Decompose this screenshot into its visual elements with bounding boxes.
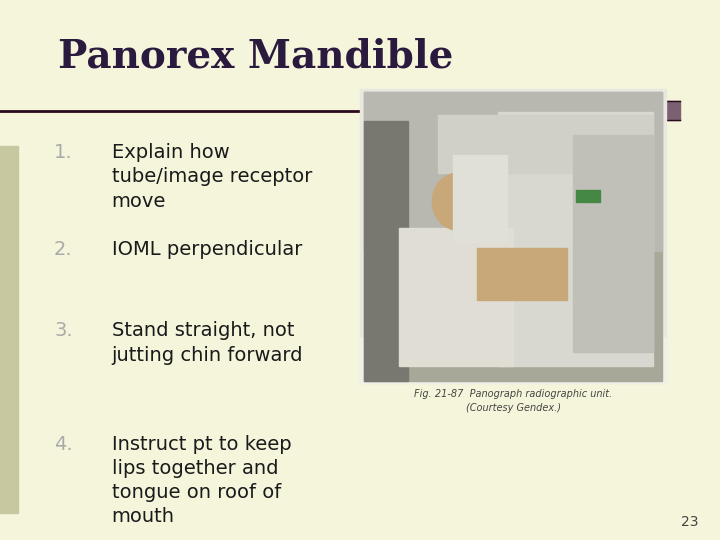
- Bar: [360, 338, 666, 383]
- Text: 3.: 3.: [54, 321, 73, 340]
- Bar: [403, 101, 680, 120]
- Text: Panorex Mandible: Panorex Mandible: [58, 38, 453, 76]
- Text: 1.: 1.: [54, 143, 73, 162]
- Bar: [364, 92, 662, 381]
- Bar: [477, 248, 567, 300]
- Text: 23: 23: [681, 515, 698, 529]
- Text: 2.: 2.: [54, 240, 73, 259]
- Text: 4.: 4.: [54, 435, 73, 454]
- Bar: [364, 92, 662, 251]
- Bar: [364, 121, 408, 381]
- Bar: [454, 156, 507, 242]
- Bar: [573, 135, 654, 352]
- Text: (Courtesy Gendex.): (Courtesy Gendex.): [466, 403, 560, 414]
- Text: Instruct pt to keep
lips together and
tongue on roof of
mouth: Instruct pt to keep lips together and to…: [112, 435, 291, 526]
- Text: Fig. 21-87  Panograph radiographic unit.: Fig. 21-87 Panograph radiographic unit.: [414, 389, 612, 399]
- Text: Explain how
tube/image receptor
move: Explain how tube/image receptor move: [112, 143, 312, 211]
- Bar: [400, 227, 513, 366]
- Text: IOML perpendicular: IOML perpendicular: [112, 240, 302, 259]
- Bar: [576, 190, 600, 201]
- Bar: [360, 89, 666, 383]
- Ellipse shape: [432, 173, 486, 231]
- Bar: [438, 115, 654, 173]
- Text: Stand straight, not
jutting chin forward: Stand straight, not jutting chin forward: [112, 321, 303, 365]
- Bar: [0, 146, 18, 513]
- Bar: [498, 112, 654, 366]
